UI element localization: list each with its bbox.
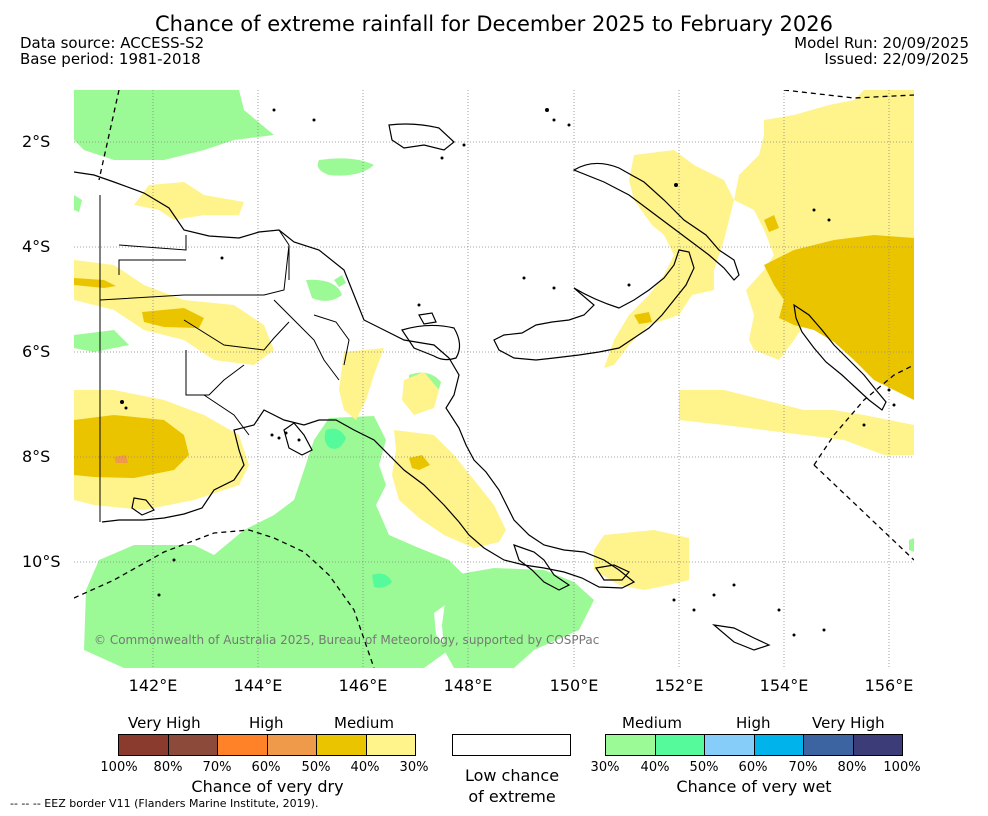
dry-swatch-6 — [366, 735, 415, 755]
lon-label-156e: 156°E — [864, 676, 914, 695]
dry-swatch-1 — [119, 735, 169, 755]
dry-cat-high: High — [249, 714, 284, 732]
lon-label-152e: 152°E — [654, 676, 704, 695]
lat-label-8s: 8°S — [22, 447, 51, 466]
map-canvas — [74, 90, 914, 668]
issued-date: Issued: 22/09/2025 — [824, 50, 969, 68]
wet-swatch-3 — [705, 735, 755, 755]
chart-title: Chance of extreme rainfall for December … — [155, 12, 833, 36]
dry-tick: 80% — [153, 760, 183, 775]
eez-border-note: -- -- -- EEZ border V11 (Flanders Marine… — [10, 797, 319, 810]
small-islands — [120, 108, 896, 637]
dry-tick: 70% — [202, 760, 232, 775]
wet-swatch-6 — [853, 735, 902, 755]
lat-label-10s: 10°S — [22, 552, 61, 571]
dry-tick: 100% — [100, 760, 138, 775]
wet-medium-areas — [74, 90, 914, 668]
wet-tick: 50% — [689, 760, 719, 775]
lat-label-4s: 4°S — [22, 237, 51, 256]
lon-label-142e: 142°E — [128, 676, 178, 695]
dry-high-areas — [114, 455, 128, 463]
dry-tick: 50% — [301, 760, 331, 775]
dry-medium-areas — [74, 215, 914, 478]
wet-tick: 30% — [590, 760, 620, 775]
rainfall-map — [74, 90, 914, 668]
wet-tick: 60% — [738, 760, 768, 775]
dry-swatch-2 — [168, 735, 218, 755]
dry-swatch-3 — [218, 735, 268, 755]
wet-swatch-1 — [606, 735, 656, 755]
meta-right: Model Run: 20/09/2025 Issued: 22/09/2025 — [794, 35, 969, 67]
lat-label-2s: 2°S — [22, 132, 51, 151]
lon-label-146e: 146°E — [338, 676, 388, 695]
copyright-notice: © Commonwealth of Australia 2025, Bureau… — [94, 633, 600, 647]
wet-swatch-2 — [655, 735, 705, 755]
lon-label-148e: 148°E — [443, 676, 493, 695]
model-run: Model Run: 20/09/2025 — [794, 34, 969, 52]
dry-legend-label: Chance of very dry — [191, 777, 344, 796]
low-chance-line1: Low chance — [464, 766, 560, 785]
wet-legend-label: Chance of very wet — [676, 777, 832, 796]
wet-swatch-5 — [804, 735, 854, 755]
dry-tick: 30% — [399, 760, 429, 775]
dry-tick: 40% — [350, 760, 380, 775]
wet-swatch-4 — [754, 735, 804, 755]
dry-cat-medium: Medium — [334, 714, 394, 732]
lon-label-150e: 150°E — [549, 676, 599, 695]
low-chance-line2: of extreme — [468, 787, 556, 806]
wet-tick: 80% — [837, 760, 867, 775]
wet-medium-high-areas — [324, 428, 392, 588]
dry-cat-very-high: Very High — [128, 714, 201, 732]
dry-swatch-5 — [317, 735, 367, 755]
data-source: Data source: ACCESS-S2 — [20, 34, 205, 52]
lat-label-6s: 6°S — [22, 342, 51, 361]
wet-cat-medium: Medium — [622, 714, 682, 732]
low-chance-swatch — [452, 734, 571, 756]
coastlines — [74, 123, 887, 651]
dry-swatch-4 — [267, 735, 317, 755]
wet-cat-very-high: Very High — [812, 714, 885, 732]
wet-tick: 70% — [788, 760, 818, 775]
wet-colorbar — [605, 734, 903, 756]
lon-label-144e: 144°E — [233, 676, 283, 695]
wet-cat-high: High — [736, 714, 771, 732]
wet-tick: 40% — [640, 760, 670, 775]
base-period: Base period: 1981-2018 — [20, 50, 201, 68]
province-borders — [99, 195, 350, 522]
low-chance-label: Low chance of extreme — [442, 765, 582, 807]
meta-left: Data source: ACCESS-S2 Base period: 1981… — [20, 35, 204, 67]
eez-border — [74, 90, 914, 668]
dry-tick: 60% — [251, 760, 281, 775]
dry-colorbar — [118, 734, 416, 756]
graticule — [74, 90, 914, 668]
lon-label-154e: 154°E — [759, 676, 809, 695]
wet-tick: 100% — [883, 760, 921, 775]
